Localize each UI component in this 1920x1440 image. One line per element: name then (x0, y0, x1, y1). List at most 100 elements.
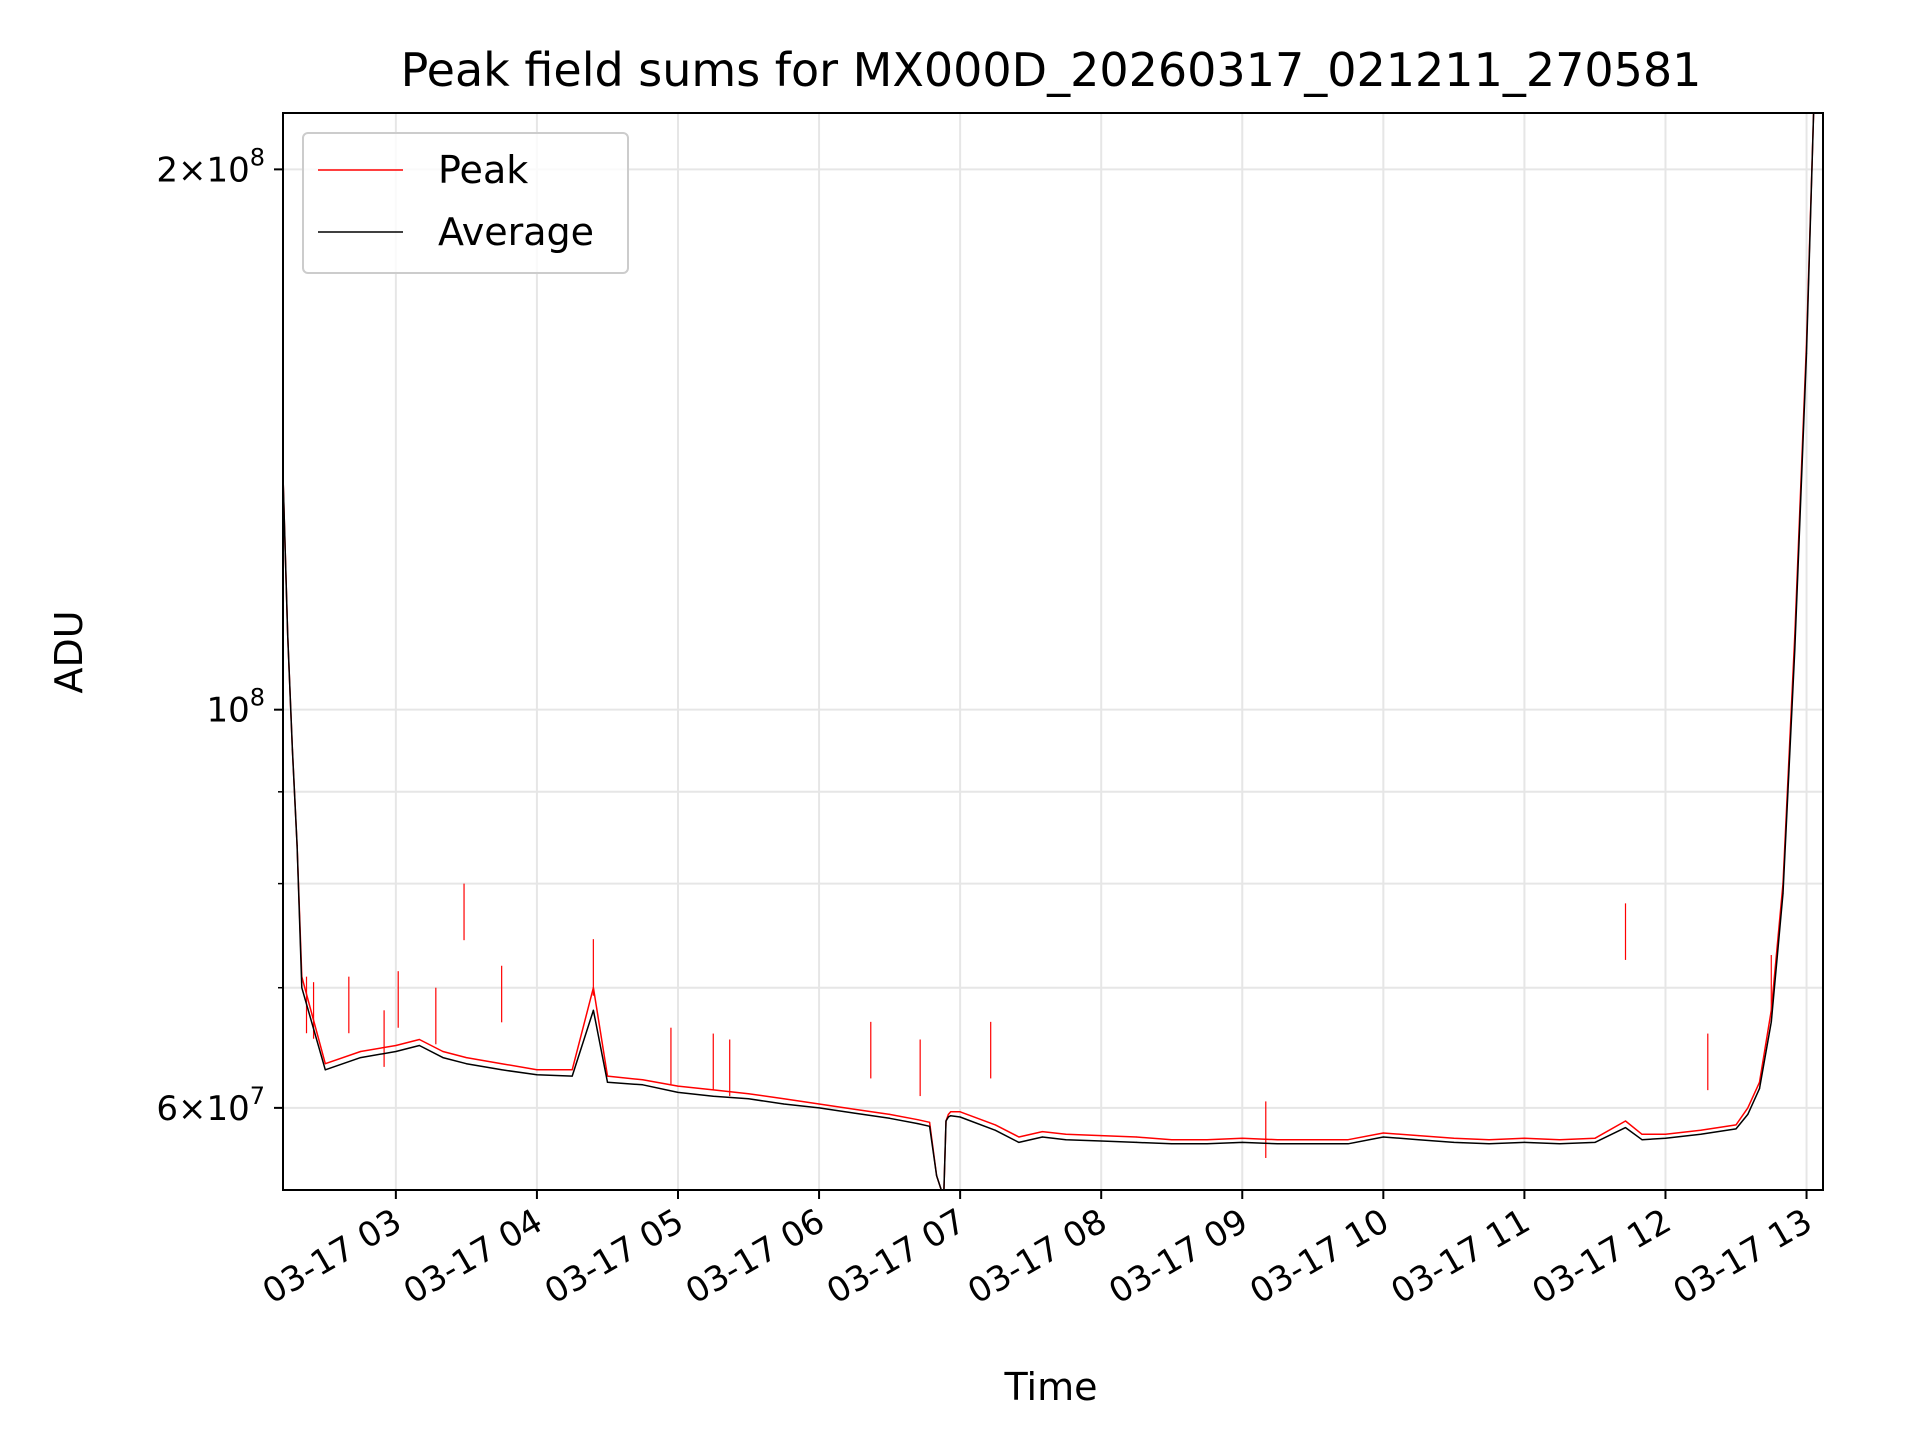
series-point-average (1453, 1141, 1455, 1144)
series-point-peak (1523, 1137, 1526, 1139)
series-point-average (928, 1125, 931, 1127)
series-point-average (1594, 1141, 1596, 1144)
series-point-peak (1135, 1136, 1138, 1138)
series-point-average (1770, 1021, 1772, 1023)
series-point-average (1700, 1133, 1702, 1135)
series-point-average (1523, 1141, 1526, 1144)
series-point-peak (928, 1121, 931, 1123)
series-point-peak (1312, 1139, 1314, 1141)
series-point-average (1206, 1143, 1208, 1145)
series-point-peak (818, 1103, 820, 1105)
legend: Peak Average (302, 132, 629, 274)
series-point-average (442, 1056, 444, 1059)
series-point-average (1641, 1139, 1643, 1141)
series-point-average (1664, 1137, 1667, 1139)
series-point-average (1418, 1139, 1420, 1141)
series-point-average (1735, 1128, 1737, 1130)
series-point-peak (1206, 1139, 1208, 1141)
series-point-peak (853, 1108, 855, 1110)
series-point-average (324, 1069, 326, 1071)
series-point-peak (1241, 1137, 1243, 1139)
series-point-peak (1641, 1133, 1643, 1135)
series-point-peak (943, 1197, 944, 1198)
series-layer (283, 113, 1815, 1198)
series-point-peak (1488, 1139, 1490, 1141)
series-point-peak (1559, 1139, 1561, 1141)
series-point-average (606, 1081, 609, 1083)
series-point-average (359, 1056, 362, 1059)
x-tick-label-7: 03-17 10 (1243, 1201, 1395, 1312)
series-point-average (1488, 1143, 1490, 1145)
series-point-average (1559, 1143, 1561, 1145)
series-point-average (642, 1084, 644, 1086)
series-point-peak (442, 1050, 444, 1053)
series-point-peak (1347, 1139, 1349, 1141)
series-point-average (501, 1069, 503, 1071)
series-point-average (536, 1074, 538, 1076)
series-point-average (945, 1120, 947, 1122)
y-axis: 6×107 108 2×108 (156, 143, 283, 1129)
series-point-average (395, 1050, 397, 1053)
y-axis-label: ADU (47, 610, 91, 693)
series-point-average (936, 1175, 938, 1177)
series-point-peak (1453, 1137, 1455, 1139)
series-point-average (1794, 649, 1796, 651)
series-point-average (1624, 1127, 1627, 1129)
series-point-peak (418, 1038, 420, 1041)
series-point-average (1276, 1143, 1279, 1145)
legend-label-peak: Peak (438, 148, 528, 192)
series-point-average (465, 1063, 467, 1065)
series-point-peak (1171, 1139, 1173, 1141)
chart-title: Peak field sums for MX000D_20260317_0212… (401, 43, 1702, 97)
series-point-average (943, 1197, 944, 1198)
x-tick-label-4: 03-17 07 (820, 1201, 972, 1312)
series-point-peak (359, 1050, 362, 1053)
series-point-peak (536, 1069, 538, 1071)
series-point-average (1747, 1113, 1749, 1115)
series-point-peak (1382, 1132, 1384, 1134)
series-point-average (1171, 1143, 1173, 1145)
x-tick-label-5: 03-17 08 (961, 1201, 1113, 1312)
series-point-average (296, 844, 298, 847)
series-point-peak (501, 1063, 503, 1065)
series-point-peak (888, 1113, 891, 1115)
series-point-peak (712, 1089, 714, 1091)
series-point-peak (1065, 1133, 1067, 1135)
series-point-peak (592, 987, 594, 989)
series-point-peak (1747, 1107, 1749, 1109)
series-point-peak (1664, 1133, 1667, 1135)
y-tick-label-1: 108 (206, 684, 265, 731)
x-tick-label-2: 03-17 05 (538, 1201, 690, 1312)
x-tick-label-1: 03-17 04 (397, 1201, 549, 1312)
series-point-peak (1594, 1137, 1596, 1139)
series-point-average (947, 1116, 949, 1118)
series-point-peak (994, 1124, 996, 1126)
series-point-average (1382, 1136, 1384, 1138)
series-point-average (1241, 1141, 1243, 1144)
x-tick-label-10: 03-17 13 (1667, 1201, 1819, 1312)
series-point-average (677, 1091, 679, 1094)
series-point-average (917, 1123, 919, 1125)
series-point-average (1065, 1139, 1067, 1141)
series-point-average (571, 1075, 573, 1077)
series-point-average (1782, 892, 1784, 895)
series-point-peak (1100, 1135, 1102, 1137)
series-point-average (1805, 352, 1808, 354)
series-point-peak (1018, 1136, 1020, 1138)
series-point-average (1758, 1088, 1761, 1090)
series-point-average (1018, 1141, 1020, 1144)
x-tick-label-0: 03-17 03 (256, 1201, 408, 1312)
plot-frame (282, 112, 1824, 1191)
series-point-average (950, 1115, 952, 1117)
series-point-peak (395, 1044, 397, 1047)
series-point-peak (1770, 1009, 1772, 1011)
series-point-peak (1735, 1124, 1737, 1126)
series-point-average (287, 634, 289, 636)
series-point-average (1041, 1136, 1044, 1138)
series-point-average (592, 1009, 594, 1011)
series-point-average (888, 1117, 891, 1119)
legend-box (302, 132, 629, 274)
y-tick-label-2: 2×108 (156, 143, 265, 190)
series-point-peak (1700, 1129, 1702, 1131)
